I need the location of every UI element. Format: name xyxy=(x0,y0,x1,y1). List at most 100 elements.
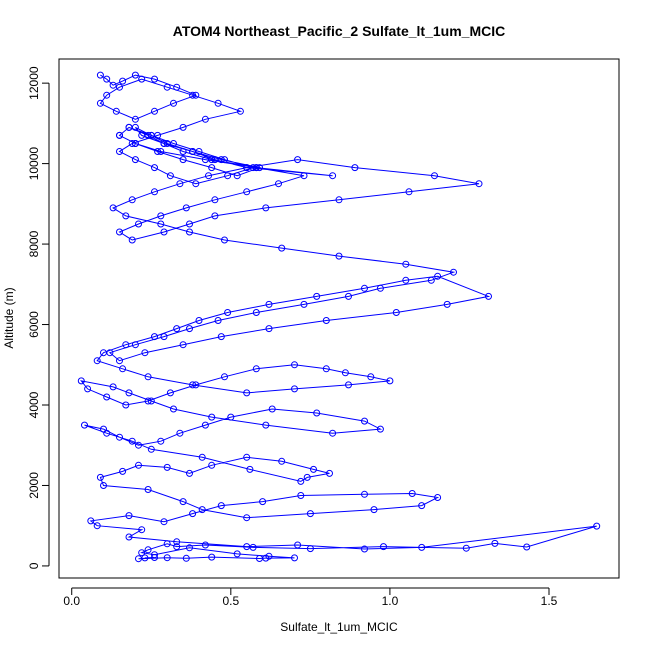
data-point xyxy=(151,188,158,196)
data-point xyxy=(205,172,212,180)
data-point xyxy=(157,148,165,155)
x-tick-label: 0.5 xyxy=(222,594,239,608)
data-point xyxy=(186,220,193,228)
data-point xyxy=(427,276,435,284)
data-point xyxy=(265,552,273,560)
data-point xyxy=(106,349,114,357)
data-point xyxy=(125,533,133,541)
data-point xyxy=(166,389,174,397)
data-point xyxy=(405,188,413,196)
data-point xyxy=(131,341,139,349)
data-point xyxy=(154,148,162,155)
data-point xyxy=(144,397,152,405)
data-point xyxy=(122,212,130,220)
data-point xyxy=(402,260,410,268)
data-point xyxy=(291,385,298,393)
data-point xyxy=(116,131,123,139)
y-tick-label: 2000 xyxy=(27,472,41,499)
data-point xyxy=(81,421,88,429)
data-point xyxy=(431,172,438,180)
data-point xyxy=(376,425,384,433)
data-point xyxy=(109,383,117,391)
data-point xyxy=(147,445,155,453)
data-point xyxy=(189,381,197,389)
data-point xyxy=(103,393,111,401)
data-point xyxy=(173,538,181,546)
data-point xyxy=(195,148,203,155)
data-point xyxy=(214,317,222,324)
data-point xyxy=(116,83,123,91)
data-point xyxy=(135,461,142,469)
data-point xyxy=(291,361,298,369)
data-point xyxy=(246,465,254,473)
data-point xyxy=(262,421,270,429)
data-point xyxy=(179,498,187,506)
data-point xyxy=(157,212,165,220)
x-tick-label: 0.0 xyxy=(63,594,80,608)
data-point xyxy=(170,99,177,107)
data-point xyxy=(361,284,368,292)
data-point xyxy=(310,465,317,473)
data-point xyxy=(249,164,257,172)
data-point xyxy=(116,148,123,155)
data-point xyxy=(450,268,457,276)
data-point xyxy=(367,373,375,381)
data-point xyxy=(224,172,232,180)
data-point xyxy=(198,506,206,514)
data-point xyxy=(151,107,158,115)
x-axis: 0.0 0.5 1.0 1.5 xyxy=(63,587,558,608)
data-point xyxy=(182,204,190,212)
data-point xyxy=(201,115,209,123)
data-point xyxy=(208,413,216,421)
data-point xyxy=(189,510,197,518)
data-point xyxy=(265,325,273,333)
data-point xyxy=(380,543,387,551)
data-point xyxy=(128,437,136,445)
data-point xyxy=(306,545,314,553)
data-point xyxy=(335,252,343,260)
data-point xyxy=(201,541,209,549)
data-point xyxy=(160,333,168,341)
data-point xyxy=(186,469,193,477)
data-point xyxy=(116,357,123,365)
data-point xyxy=(125,389,133,397)
data-point xyxy=(179,156,187,164)
data-point xyxy=(294,156,302,164)
data-point xyxy=(170,140,177,147)
y-axis-label: Altitude (m) xyxy=(2,287,16,348)
data-point xyxy=(523,543,531,551)
x-axis-label: Sulfate_lt_1um_MCIC xyxy=(280,620,398,634)
data-point xyxy=(201,421,209,429)
data-point xyxy=(128,140,136,147)
data-point xyxy=(294,541,302,549)
data-point xyxy=(201,156,209,164)
data-point xyxy=(198,453,206,461)
data-point xyxy=(176,180,184,188)
data-point xyxy=(163,540,171,548)
data-point xyxy=(116,433,123,441)
data-point xyxy=(160,518,168,526)
data-point xyxy=(386,377,394,385)
y-tick-label: 8000 xyxy=(27,230,41,257)
data-point xyxy=(192,91,200,99)
data-point xyxy=(345,381,352,389)
data-point xyxy=(144,546,152,554)
data-point xyxy=(186,228,193,236)
data-point xyxy=(109,204,117,212)
data-point xyxy=(211,212,219,220)
data-point xyxy=(122,341,130,349)
data-point xyxy=(351,164,359,172)
data-point xyxy=(173,543,181,551)
data-point xyxy=(135,555,142,563)
data-point xyxy=(300,300,308,308)
data-point xyxy=(329,429,337,437)
data-point xyxy=(341,369,349,377)
data-point xyxy=(131,71,139,79)
data-point xyxy=(179,148,187,155)
y-tick-label: 12000 xyxy=(27,66,41,100)
data-point xyxy=(100,482,107,489)
data-point xyxy=(138,549,146,557)
data-point xyxy=(208,164,216,172)
data-point xyxy=(119,77,127,85)
data-point xyxy=(300,172,308,180)
